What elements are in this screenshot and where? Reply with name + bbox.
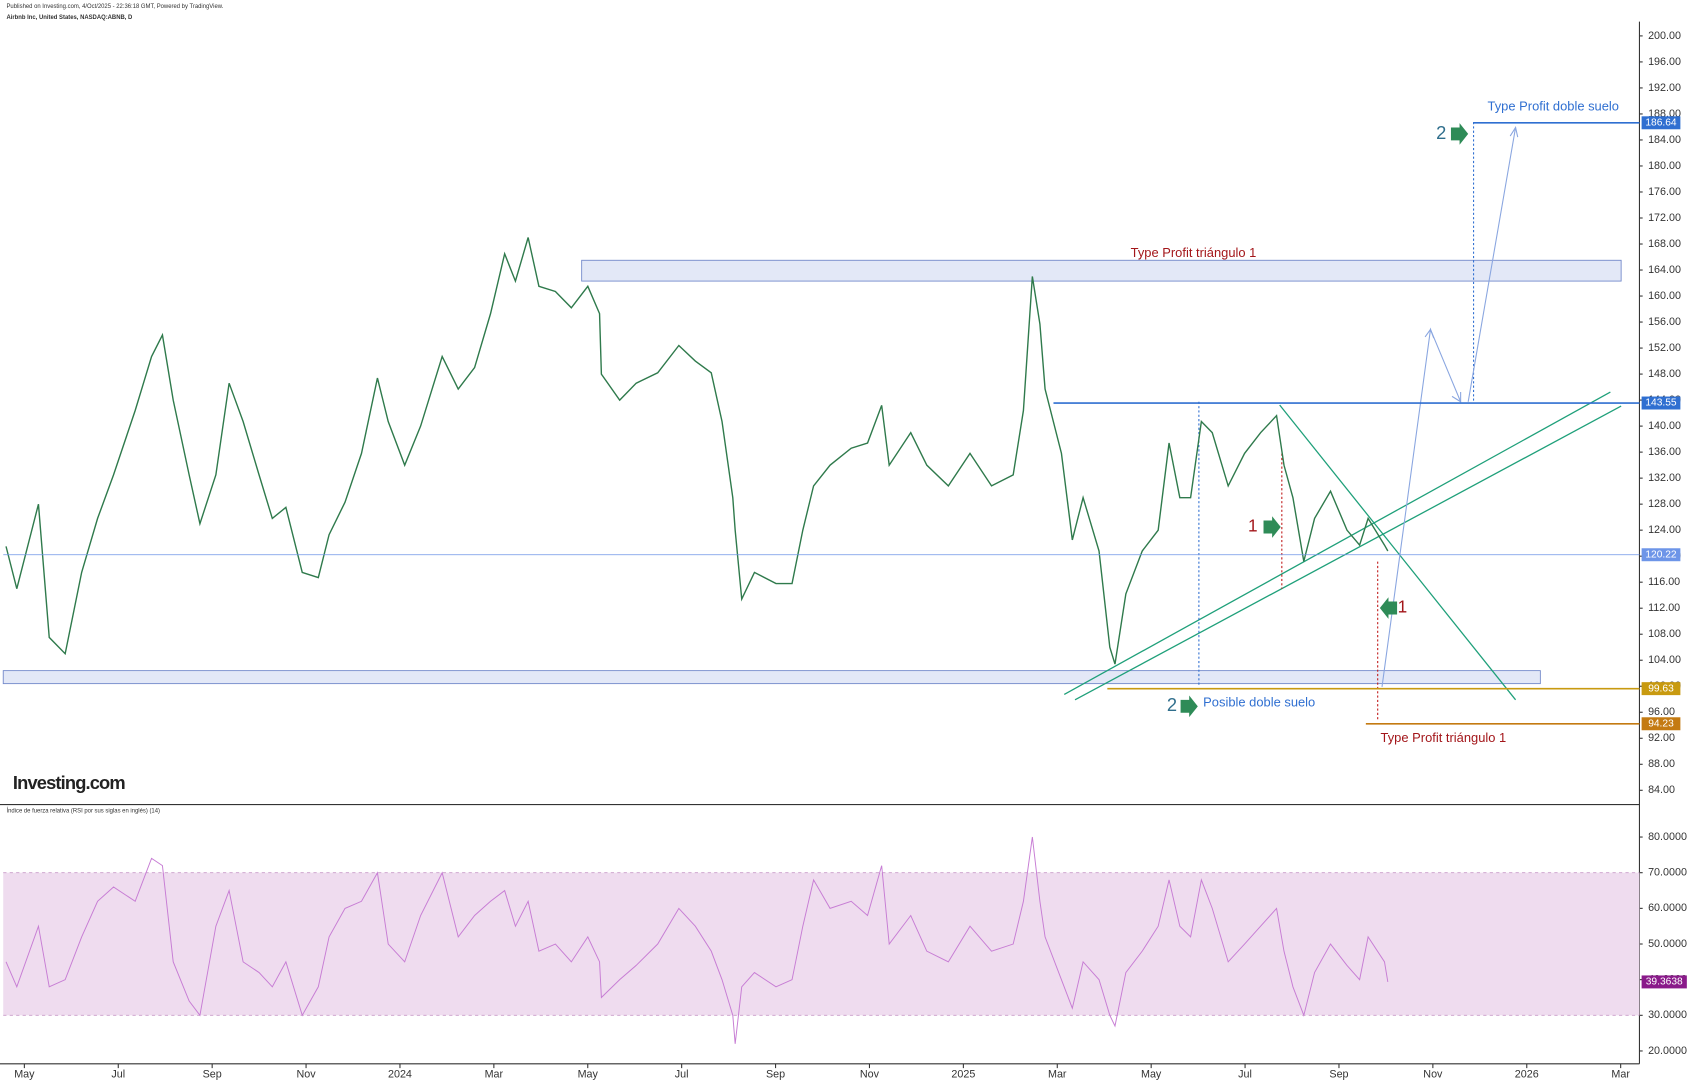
annotation: 1 — [1248, 516, 1258, 536]
level-label-box — [1641, 682, 1681, 696]
projection-arrow — [1381, 327, 1462, 687]
arrow-icon — [1379, 597, 1398, 619]
y-tick-label: 140.00 — [1648, 420, 1681, 432]
x-tick-label: 2025 — [951, 1068, 975, 1080]
y-tick-label: 152.00 — [1648, 342, 1681, 354]
x-tick-label: May — [1141, 1068, 1162, 1080]
level-label-box — [1641, 717, 1681, 731]
x-tick-label: Mar — [1611, 1068, 1630, 1080]
x-tick-label: Nov — [296, 1068, 316, 1080]
y-tick-label: 156.00 — [1648, 316, 1681, 328]
x-tick-label: Jul — [111, 1068, 125, 1080]
annotation: Posible doble suelo — [1203, 694, 1315, 709]
arrow-head — [1424, 328, 1435, 339]
last-value-box — [1641, 975, 1687, 989]
annotation: Type Profit doble suelo — [1488, 98, 1619, 113]
y-tick-label: 124.00 — [1648, 524, 1681, 536]
zone — [2, 670, 1541, 685]
y-tick-label: 196.00 — [1648, 56, 1681, 68]
published-note: Published on Investing.com, 4/Oct/2025 -… — [6, 4, 223, 10]
x-tick-label: 2026 — [1515, 1068, 1539, 1080]
y-tick-label: 164.00 — [1648, 264, 1681, 276]
arrow-head — [1451, 392, 1462, 403]
logo: Investing.com — [13, 772, 125, 793]
x-tick-label: Jul — [675, 1068, 689, 1080]
y-tick-label: 70.0000 — [1648, 867, 1687, 879]
price-line — [5, 237, 1389, 665]
last-value-label: 39.3638 — [1646, 977, 1683, 988]
rsi-line — [5, 836, 1389, 1044]
x-tick-label: 2024 — [388, 1068, 412, 1080]
y-tick-label: 184.00 — [1648, 134, 1681, 146]
y-tick-label: 108.00 — [1648, 628, 1681, 640]
projection-arrow — [1467, 127, 1517, 402]
symbol-title: Airbnb Inc, United States, NASDAQ:ABNB, … — [6, 15, 133, 21]
y-tick-label: 116.00 — [1648, 576, 1680, 588]
y-tick-label: 200.00 — [1648, 30, 1681, 42]
y-tick-label: 60.0000 — [1648, 902, 1687, 914]
level-label-box — [1641, 116, 1681, 130]
y-tick-label: 128.00 — [1648, 498, 1681, 510]
y-tick-label: 88.00 — [1648, 758, 1675, 770]
level-label: 94.23 — [1648, 718, 1674, 729]
x-tick-label: Sep — [766, 1068, 785, 1080]
y-tick-label: 112.00 — [1648, 602, 1680, 614]
x-tick-label: May — [578, 1068, 599, 1080]
y-tick-label: 30.0000 — [1648, 1009, 1687, 1021]
level-label-box — [1641, 548, 1681, 562]
level-label: 186.64 — [1645, 117, 1677, 128]
annotation: 2 — [1167, 694, 1177, 715]
arrow-head — [1509, 126, 1519, 138]
level-label-box — [1641, 396, 1681, 410]
y-tick-label: 84.00 — [1648, 784, 1675, 796]
y-tick-label: 104.00 — [1648, 654, 1681, 666]
trend-line — [1063, 391, 1611, 696]
y-tick-label: 96.00 — [1648, 706, 1675, 718]
y-tick-label: 192.00 — [1648, 82, 1681, 94]
zone — [581, 259, 1622, 282]
y-tick-label: 80.0000 — [1648, 831, 1687, 843]
arrow-icon — [1450, 123, 1469, 145]
y-tick-label: 168.00 — [1648, 238, 1681, 250]
y-tick-label: 180.00 — [1648, 160, 1681, 172]
x-tick-label: Mar — [485, 1068, 504, 1080]
annotation: 1 — [1398, 597, 1408, 617]
x-tick-label: May — [14, 1068, 35, 1080]
level-label: 99.63 — [1648, 683, 1674, 694]
x-tick-label: Sep — [1329, 1068, 1348, 1080]
y-tick-label: 172.00 — [1648, 212, 1681, 224]
y-tick-label: 176.00 — [1648, 186, 1681, 198]
y-tick-label: 132.00 — [1648, 472, 1681, 484]
trend-line — [1074, 405, 1622, 701]
level-label: 120.22 — [1645, 549, 1677, 560]
trend-line — [1279, 404, 1517, 701]
arrow-icon — [1263, 516, 1281, 538]
x-tick-label: Nov — [1423, 1068, 1443, 1080]
y-tick-label: 92.00 — [1648, 732, 1675, 744]
x-tick-label: Jul — [1238, 1068, 1252, 1080]
y-tick-label: 20.0000 — [1648, 1045, 1687, 1057]
annotation: 2 — [1436, 122, 1446, 143]
annotation: Type Profit triángulo 1 — [1381, 730, 1507, 745]
y-tick-label: 160.00 — [1648, 290, 1681, 302]
x-tick-label: Sep — [203, 1068, 222, 1080]
level-label: 143.55 — [1645, 398, 1677, 409]
arrow-icon — [1180, 695, 1198, 718]
rsi-title: Índice de fuerza relativa (RSI por sus s… — [6, 808, 160, 815]
zones — [2, 259, 1622, 685]
drawings — [1063, 122, 1622, 722]
annotation: Type Profit triángulo 1 — [1131, 245, 1257, 260]
x-tick-label: Mar — [1048, 1068, 1067, 1080]
y-tick-label: 50.0000 — [1648, 938, 1687, 950]
y-tick-label: 136.00 — [1648, 446, 1681, 458]
x-tick-label: Nov — [860, 1068, 880, 1080]
y-tick-label: 148.00 — [1648, 368, 1681, 380]
